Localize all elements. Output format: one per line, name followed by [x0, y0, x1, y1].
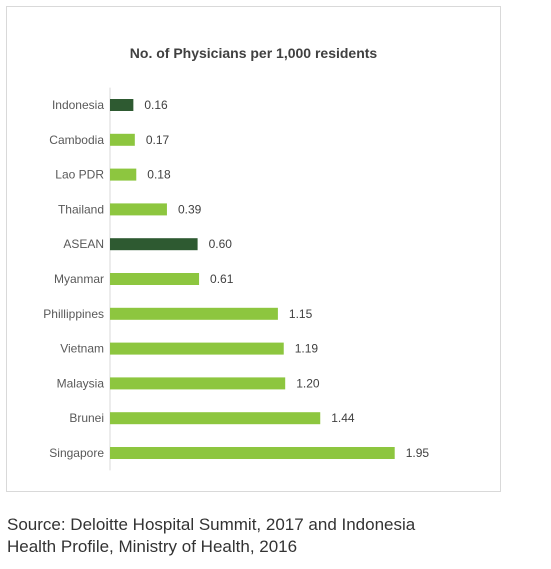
category-label: Phillippines [43, 307, 104, 321]
category-label: Cambodia [49, 133, 104, 147]
bar [110, 273, 200, 285]
value-label: 1.95 [406, 446, 430, 460]
bar [110, 342, 284, 355]
value-label: 0.18 [147, 168, 171, 182]
category-label: Vietnam [60, 342, 104, 356]
value-label: 0.17 [146, 133, 170, 147]
bar [110, 133, 135, 146]
value-label: 0.39 [178, 202, 202, 216]
category-label: Thailand [58, 202, 104, 216]
category-label: Indonesia [52, 98, 104, 112]
bar [110, 447, 395, 459]
value-label: 1.15 [289, 307, 313, 321]
bar [110, 377, 286, 390]
chart-title: No. of Physicians per 1,000 residents [129, 45, 378, 61]
bar [110, 203, 167, 216]
category-label: ASEAN [63, 237, 104, 251]
bar [110, 307, 278, 320]
source-caption-line-2: Health Profile, Ministry of Health, 2016 [7, 537, 298, 556]
bar-chart: Indonesia 0.16 Cambodia 0.17 Lao PDR 0.18 Thai… [43, 87, 430, 471]
chart-frame: No. of Physicians per 1,000 residents In… [6, 6, 501, 492]
category-label: Malaysia [57, 376, 105, 390]
value-label: 1.44 [331, 411, 355, 425]
value-label: 0.60 [209, 237, 233, 251]
category-label: Singapore [49, 446, 104, 460]
value-label: 1.20 [296, 376, 320, 390]
bar [110, 412, 321, 425]
source-caption: Source: Deloitte Hospital Summit, 2017 a… [7, 514, 547, 558]
category-label: Lao PDR [55, 168, 104, 182]
category-label: Myanmar [54, 272, 104, 286]
category-label: Brunei [69, 411, 104, 425]
source-caption-line-1: Source: Deloitte Hospital Summit, 2017 a… [7, 515, 416, 534]
value-label: 0.16 [144, 98, 168, 112]
bar [110, 168, 137, 181]
value-label: 1.19 [295, 342, 319, 356]
value-label: 0.61 [210, 272, 234, 286]
bar [110, 238, 198, 251]
bar [110, 99, 134, 111]
